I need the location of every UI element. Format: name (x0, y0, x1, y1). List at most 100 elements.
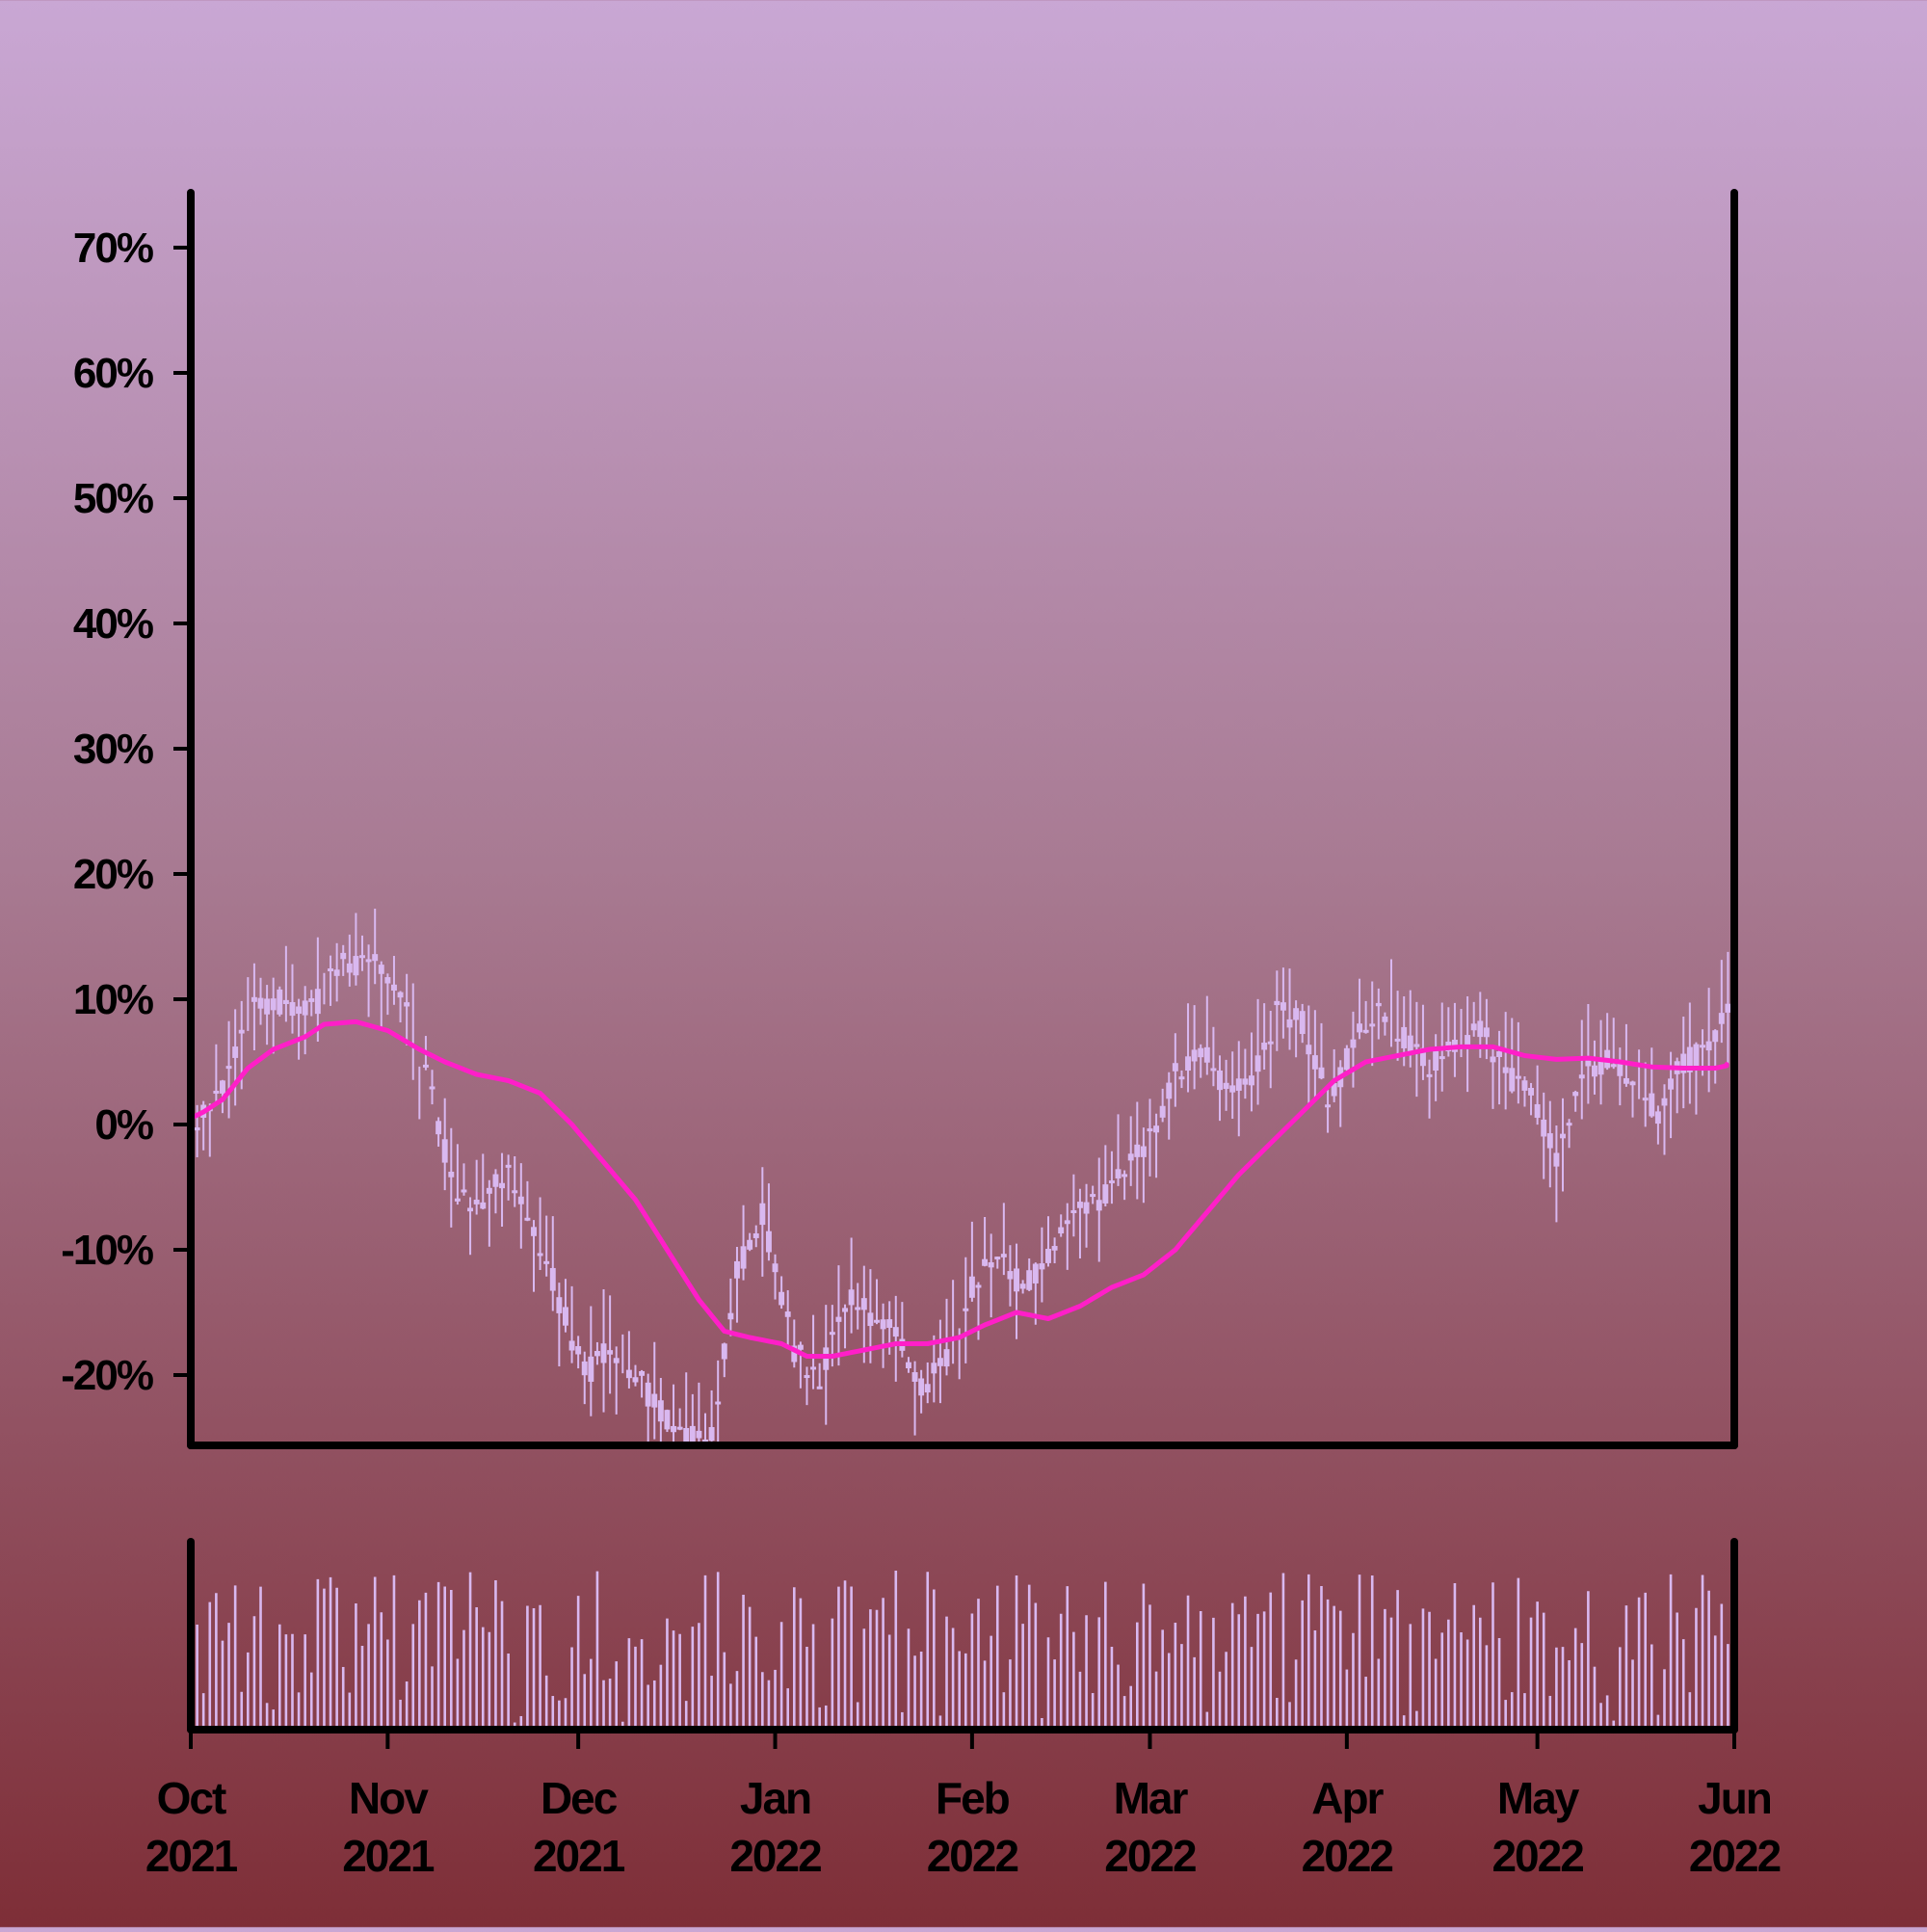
candle-body (943, 1349, 950, 1367)
candle-body (1394, 1038, 1401, 1042)
candle-body (568, 1340, 575, 1351)
price-panel: -20% -10% 0% 10% 20% 30% 40% 50% 60% 70% (61, 189, 1738, 1449)
candle-body (892, 1327, 899, 1337)
candle-body (257, 997, 264, 1009)
candle-body (905, 1362, 911, 1369)
candle-body (702, 1439, 708, 1442)
candle-body (549, 1267, 556, 1291)
candle-body (314, 989, 321, 1015)
candle-body (1293, 1008, 1300, 1020)
candle-body (1401, 1026, 1408, 1048)
candle-body (1076, 1202, 1083, 1208)
candle-body (1147, 1128, 1153, 1132)
x-tick-label-month: Dec (541, 1773, 618, 1823)
x-tick-label-year: 2021 (342, 1831, 435, 1881)
y-tick-label: -20% (61, 1352, 153, 1399)
candle-body (1693, 1044, 1700, 1070)
candle-body (1654, 1111, 1661, 1125)
x-tick-label-year: 2021 (145, 1831, 238, 1881)
candle-body (1541, 1119, 1547, 1137)
candle-body (848, 1289, 855, 1306)
candle-body (1051, 1246, 1058, 1251)
candle-body (1014, 1268, 1020, 1292)
candle-body (816, 1386, 823, 1389)
candle-body (1070, 1209, 1077, 1213)
candle-body (1528, 1087, 1535, 1096)
candle-body (765, 1231, 772, 1253)
candle-body (1382, 1016, 1388, 1022)
x-tick-label-month: Nov (349, 1773, 429, 1823)
candle-body (1083, 1202, 1090, 1214)
candle-body (607, 1350, 614, 1355)
candle-body (1419, 1047, 1426, 1067)
candle-body (1483, 1027, 1490, 1038)
x-tick-label-month: Oct (157, 1773, 226, 1823)
candle-body (1153, 1125, 1160, 1133)
candle-body (1159, 1105, 1166, 1118)
candle-body (378, 965, 384, 974)
candle-body (797, 1344, 804, 1350)
candle-body (448, 1171, 455, 1178)
candle-body (1115, 1169, 1122, 1178)
candle-body (708, 1427, 715, 1442)
candle-body (372, 954, 379, 962)
candle-body (340, 952, 347, 960)
candle-body (1477, 1020, 1484, 1038)
candle-body (346, 963, 353, 973)
candle-body (823, 1347, 830, 1370)
candle-body (328, 968, 334, 972)
candle-body (911, 1372, 918, 1382)
candle-body (1700, 1045, 1706, 1048)
candle-body (759, 1203, 766, 1226)
candle-body (752, 1233, 759, 1238)
candle-body (384, 977, 391, 984)
y-tick-label: 50% (73, 475, 153, 522)
candle-body (277, 989, 283, 1015)
candle-body (1229, 1085, 1236, 1093)
candle-body (740, 1246, 747, 1269)
candle-body (1680, 1053, 1687, 1073)
candle-body (404, 1002, 410, 1007)
candle-body (1172, 1063, 1178, 1072)
candle-body (1705, 1041, 1712, 1051)
candle-body (1019, 1284, 1026, 1289)
candle-body (671, 1425, 677, 1433)
candle-body (1490, 1056, 1496, 1063)
x-tick-label-month: Jan (740, 1773, 810, 1823)
candle-body (588, 1356, 594, 1382)
x-tick-label-month: May (1497, 1773, 1580, 1823)
candle-body (1032, 1263, 1039, 1284)
candle-body (225, 1066, 232, 1070)
y-tick-label: 70% (73, 225, 153, 272)
x-tick-label-month: Mar (1114, 1773, 1189, 1823)
candle-body (282, 999, 289, 1004)
candle-body (1140, 1146, 1147, 1157)
candle-body (1350, 1039, 1357, 1048)
candle-body (1000, 1254, 1007, 1257)
candle-body (1661, 1098, 1668, 1106)
candle-body (772, 1263, 779, 1273)
candle-body (600, 1343, 607, 1363)
candle-body (1407, 1035, 1413, 1052)
candle-body (1127, 1153, 1134, 1161)
candle-body (194, 1127, 200, 1131)
candle-body (1642, 1098, 1649, 1101)
candle-body (1267, 1041, 1274, 1045)
candle-body (982, 1258, 989, 1266)
candle-body (1261, 1043, 1268, 1050)
candle-body (1357, 1023, 1363, 1033)
candle-body (270, 998, 277, 1011)
candle-body (213, 1090, 220, 1094)
candle-body (238, 1029, 245, 1034)
candle-body (517, 1196, 524, 1204)
candle-body (860, 1298, 867, 1310)
candle-body (931, 1363, 937, 1374)
candle-body (1203, 1046, 1210, 1063)
candle-body (721, 1343, 727, 1360)
candle-body (1178, 1076, 1185, 1080)
candle-body (543, 1260, 550, 1264)
candle-body (1248, 1075, 1254, 1086)
candlestick-series (194, 909, 1731, 1442)
candle-body (779, 1291, 785, 1306)
candle-body (632, 1377, 639, 1383)
